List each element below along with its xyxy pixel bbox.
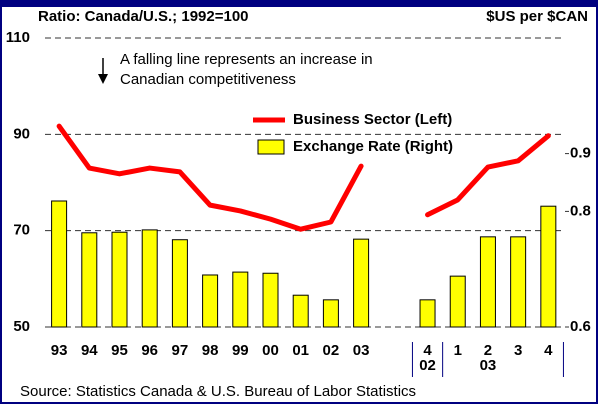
line [56, 123, 364, 232]
x-tick-label: 4 [544, 342, 553, 359]
subtitle-right: $US per $CAN [486, 8, 588, 25]
y-tick-label: 110 [6, 29, 30, 46]
bar [141, 229, 158, 328]
bar [51, 200, 68, 328]
x-tick-label: 98 [202, 342, 219, 359]
y2-tick-label: 0.9 [570, 145, 591, 162]
bar [171, 239, 188, 328]
y2-tick-label: 0.6 [570, 318, 591, 335]
x-tick-label: 1 [454, 342, 462, 359]
x-tick-label: 4 [423, 342, 432, 359]
source: Source: Statistics Canada & U.S. Bureau … [20, 383, 416, 400]
bar [202, 274, 219, 328]
bar [322, 299, 339, 328]
x-tick-label: 02 [323, 342, 340, 359]
bar [419, 299, 436, 328]
legend-swatch [257, 139, 285, 155]
subtitle-left: Ratio: Canada/U.S.; 1992=100 [38, 8, 249, 25]
annotation: Canadian competitiveness [120, 71, 296, 88]
annotation-arrowhead [98, 74, 108, 84]
y2-tick-label: 0.8 [570, 202, 591, 219]
x-tick-label: 96 [141, 342, 158, 359]
bar [81, 232, 98, 328]
x-tick-label: 2 [484, 342, 492, 359]
bar [262, 272, 279, 328]
x-tick-label: 01 [292, 342, 309, 359]
x-tick-label: 97 [172, 342, 189, 359]
bar [510, 236, 527, 328]
line [425, 133, 551, 218]
bar [449, 275, 466, 328]
x-tick-label: 95 [111, 342, 128, 359]
bar [353, 238, 370, 328]
annotation: A falling line represents an increase in [120, 51, 373, 68]
legend-label: Exchange Rate (Right) [293, 138, 453, 155]
x-tick-label: 93 [51, 342, 68, 359]
x-tick-label: 94 [81, 342, 98, 359]
bar [111, 231, 128, 328]
x-tick-label: 03 [353, 342, 370, 359]
period-label: 02 [419, 357, 436, 374]
y-tick-label: 70 [13, 222, 30, 239]
period-label: 03 [480, 357, 497, 374]
legend-label: Business Sector (Left) [293, 111, 452, 128]
x-tick-label: 3 [514, 342, 522, 359]
bar [292, 294, 309, 328]
bar [540, 205, 557, 328]
x-tick-label: 00 [262, 342, 279, 359]
bar [479, 236, 496, 328]
title-strip [0, 0, 598, 7]
bar [232, 271, 249, 328]
x-tick-label: 99 [232, 342, 249, 359]
y-tick-label: 90 [13, 125, 30, 142]
y-tick-label: 50 [13, 318, 30, 335]
